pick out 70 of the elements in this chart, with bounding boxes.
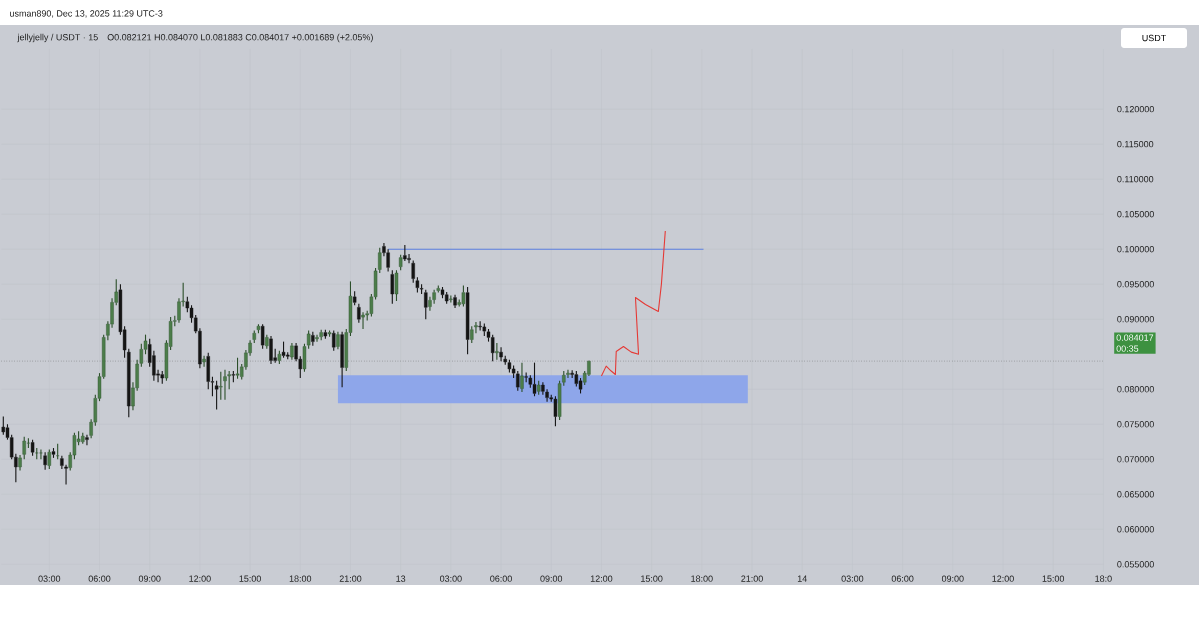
x-tick-label: 13 [396,575,406,582]
x-tick-label: 06:00 [490,575,512,582]
x-tick-label: 03:00 [841,575,864,582]
y-tick-label: 0.070000 [1117,456,1154,463]
candlestick [453,294,457,309]
x-tick-label: 12:00 [590,575,613,582]
x-tick-label: 15:00 [1042,575,1065,582]
x-tick-label: 03:00 [38,575,61,582]
y-tick-label: 0.105000 [1117,211,1154,218]
candlestick [60,455,64,470]
candlestick [407,253,411,264]
text: usman890, Dec 13, 2025 11:29 UTC-3 [10,10,163,18]
chart-subtitle: O0.082121 H0.084070 L0.081883 C0.084017 +0.001689 (+2.05%) [107,33,373,43]
y-tick-label: 0.115000 [1117,141,1154,148]
candlestick [541,381,545,396]
y-tick-label: 0.095000 [1117,281,1154,288]
y-tick-label: 0.055000 [1117,561,1154,568]
candlestick [336,331,340,350]
candlestick [177,297,181,324]
y-tick-label: 0.100000 [1117,246,1154,253]
x-tick-label: 03:00 [439,575,462,582]
candlestick [290,342,294,361]
candlestick [223,369,227,401]
x-tick-label: 14 [797,575,807,582]
chart-title: jellyjelly / USDT · 15 [17,33,98,43]
y-tick-label: 0.090000 [1117,316,1154,323]
line-series [600,230,666,377]
y-tick-label: 0.110000 [1117,176,1154,183]
ref-line-label: 0.084017 [1116,334,1154,341]
x-tick-label: 18:0 [1095,575,1112,582]
x-tick-label: 06:00 [891,575,914,582]
candlestick [478,320,482,331]
candlestick [432,289,436,305]
candlestick [495,342,499,361]
candlestick [340,331,344,388]
x-tick-label: 12:00 [189,575,211,582]
candlestick [39,448,43,460]
y-tick-label: 0.080000 [1117,386,1154,393]
y-tick-label: 0.060000 [1117,526,1154,533]
y-tick-label: 0.065000 [1117,491,1154,498]
x-tick-label: 12:00 [992,575,1014,582]
x-tick-label: 09:00 [138,575,161,582]
candlestick [428,296,432,312]
candlestick [43,451,47,471]
candlestick [361,311,365,330]
y-axis-title: USDT [1142,34,1166,42]
candlestick [499,346,503,362]
x-tick-label: 18:00 [289,575,312,582]
x-tick-label: 18:00 [691,575,713,582]
candlestick [269,335,273,365]
x-tick-label: 09:00 [540,575,563,582]
candlestick [85,434,89,446]
candlestick [403,244,407,262]
x-tick-label: 21:00 [741,575,763,582]
x-tick-label: 09:00 [941,575,964,582]
candlestick [545,388,549,403]
x-tick-label: 06:00 [88,575,111,582]
x-tick-label: 15:00 [641,575,663,582]
candlestick [386,248,390,273]
x-tick-label: 21:00 [339,575,362,582]
candlestick [202,355,206,368]
candlestick [449,294,453,303]
candlestick [520,362,524,393]
candlestick [315,334,319,343]
candlestick [18,454,22,471]
x-tick-label: 15:00 [239,575,261,582]
y-tick-label: 0.075000 [1117,421,1154,428]
text: 00:35 [1116,345,1139,352]
candlestick [566,369,570,379]
y-tick-label: 0.120000 [1117,106,1154,113]
